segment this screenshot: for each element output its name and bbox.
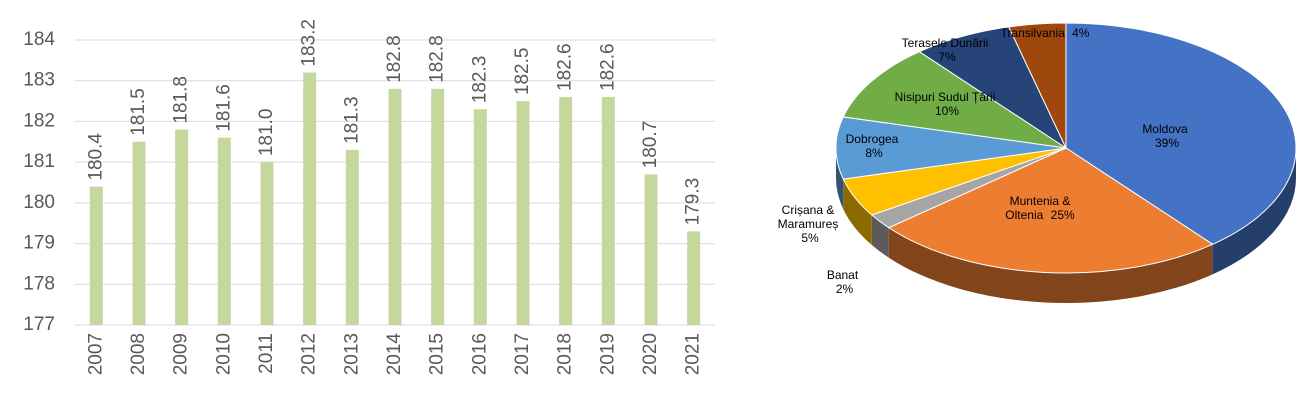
pie-side bbox=[843, 179, 872, 245]
bar bbox=[644, 174, 658, 325]
value-label: 181.6 bbox=[213, 84, 234, 132]
pie-slice bbox=[887, 147, 1214, 274]
slice-value: 8% bbox=[865, 146, 883, 160]
value-label: 179.3 bbox=[683, 178, 704, 226]
slice-value: 4% bbox=[1072, 26, 1090, 40]
value-label: 182.8 bbox=[427, 35, 448, 83]
pie-side bbox=[1212, 148, 1296, 275]
x-tick-label: 2010 bbox=[213, 333, 234, 375]
value-label: 182.3 bbox=[469, 56, 490, 104]
pie-label: Crișana & Maramureș 5% bbox=[768, 203, 848, 245]
y-tick-label: 178 bbox=[23, 273, 55, 294]
value-label: 183.2 bbox=[299, 19, 320, 67]
value-label: 181.8 bbox=[171, 76, 192, 124]
pie-side bbox=[836, 148, 844, 210]
pie-label: Muntenia & Oltenia 25% bbox=[1000, 194, 1080, 222]
y-tick-label: 180 bbox=[23, 192, 55, 213]
bar bbox=[89, 186, 103, 325]
x-tick-label: 2018 bbox=[555, 333, 576, 375]
slice-value: 10% bbox=[934, 104, 960, 118]
pie-slice bbox=[1008, 22, 1067, 149]
slice-name: Crișana & Maramureș bbox=[777, 203, 839, 231]
slice-value: 7% bbox=[938, 50, 956, 64]
bar bbox=[175, 129, 189, 325]
pie-slice bbox=[1065, 22, 1297, 245]
y-tick-label: 181 bbox=[23, 151, 55, 172]
pie-side bbox=[871, 214, 889, 258]
x-tick-label: 2009 bbox=[171, 333, 192, 375]
value-label: 182.8 bbox=[384, 35, 405, 83]
slice-value: 25% bbox=[1050, 208, 1075, 222]
bar bbox=[303, 72, 317, 325]
y-tick-label: 183 bbox=[23, 70, 55, 91]
x-tick-label: 2021 bbox=[683, 333, 704, 375]
bar bbox=[388, 88, 402, 325]
bar bbox=[132, 141, 146, 325]
slice-name: Nisipuri Sudul Țării bbox=[894, 90, 996, 104]
value-label: 181.3 bbox=[341, 96, 362, 144]
slice-name: Banat bbox=[826, 268, 859, 282]
x-tick-label: 2013 bbox=[341, 333, 362, 375]
pie-label: Nisipuri Sudul Țării 10% bbox=[880, 90, 1010, 118]
x-tick-label: 2017 bbox=[512, 333, 533, 375]
pie-label: Terasele Dunării 7% bbox=[900, 36, 990, 64]
y-tick-label: 179 bbox=[23, 233, 55, 254]
value-label: 182.6 bbox=[555, 43, 576, 91]
x-tick-label: 2012 bbox=[299, 333, 320, 375]
x-tick-label: 2008 bbox=[128, 333, 149, 375]
pie-label: Moldova 39% bbox=[1130, 122, 1200, 150]
x-tick-label: 2015 bbox=[427, 333, 448, 375]
pie-label: Banat 2% bbox=[820, 268, 865, 296]
bar bbox=[217, 137, 231, 325]
value-label: 181.5 bbox=[128, 88, 149, 136]
pie-label: Transilvania 4% bbox=[1000, 26, 1090, 40]
x-tick-label: 2016 bbox=[469, 333, 490, 375]
pie-label: Dobrogea 8% bbox=[842, 132, 902, 160]
slice-name: Dobrogea bbox=[845, 132, 899, 146]
bar bbox=[516, 101, 530, 325]
slice-name: Terasele Dunării bbox=[901, 36, 989, 50]
bar bbox=[687, 231, 701, 325]
x-tick-label: 2019 bbox=[597, 333, 618, 375]
bar bbox=[559, 97, 573, 325]
bar bbox=[260, 162, 274, 325]
slice-name: Moldova bbox=[1142, 122, 1188, 136]
y-tick-label: 184 bbox=[23, 29, 55, 50]
y-tick-label: 177 bbox=[23, 314, 55, 335]
x-tick-label: 2014 bbox=[384, 333, 405, 376]
bar bbox=[473, 109, 487, 325]
slice-value: 2% bbox=[835, 282, 854, 296]
x-tick-label: 2020 bbox=[640, 333, 661, 375]
slice-value: 39% bbox=[1154, 136, 1180, 150]
pie-slice bbox=[835, 116, 1067, 180]
pie-side bbox=[888, 227, 1213, 303]
slice-value: 5% bbox=[801, 231, 819, 245]
value-label: 180.7 bbox=[640, 121, 661, 169]
value-label: 181.0 bbox=[256, 109, 277, 157]
pie-slice bbox=[842, 51, 1067, 149]
bar bbox=[345, 149, 359, 325]
bar bbox=[601, 97, 615, 325]
slice-name: Transilvania bbox=[1000, 26, 1065, 40]
value-label: 180.4 bbox=[85, 133, 106, 181]
y-tick-label: 182 bbox=[23, 110, 55, 131]
x-tick-label: 2007 bbox=[85, 333, 106, 375]
x-tick-label: 2011 bbox=[256, 333, 277, 374]
pie-slice bbox=[918, 26, 1068, 150]
value-label: 182.6 bbox=[597, 43, 618, 91]
value-label: 182.5 bbox=[512, 48, 533, 96]
slice-name: Muntenia & Oltenia bbox=[1005, 194, 1071, 222]
bar bbox=[431, 88, 445, 325]
